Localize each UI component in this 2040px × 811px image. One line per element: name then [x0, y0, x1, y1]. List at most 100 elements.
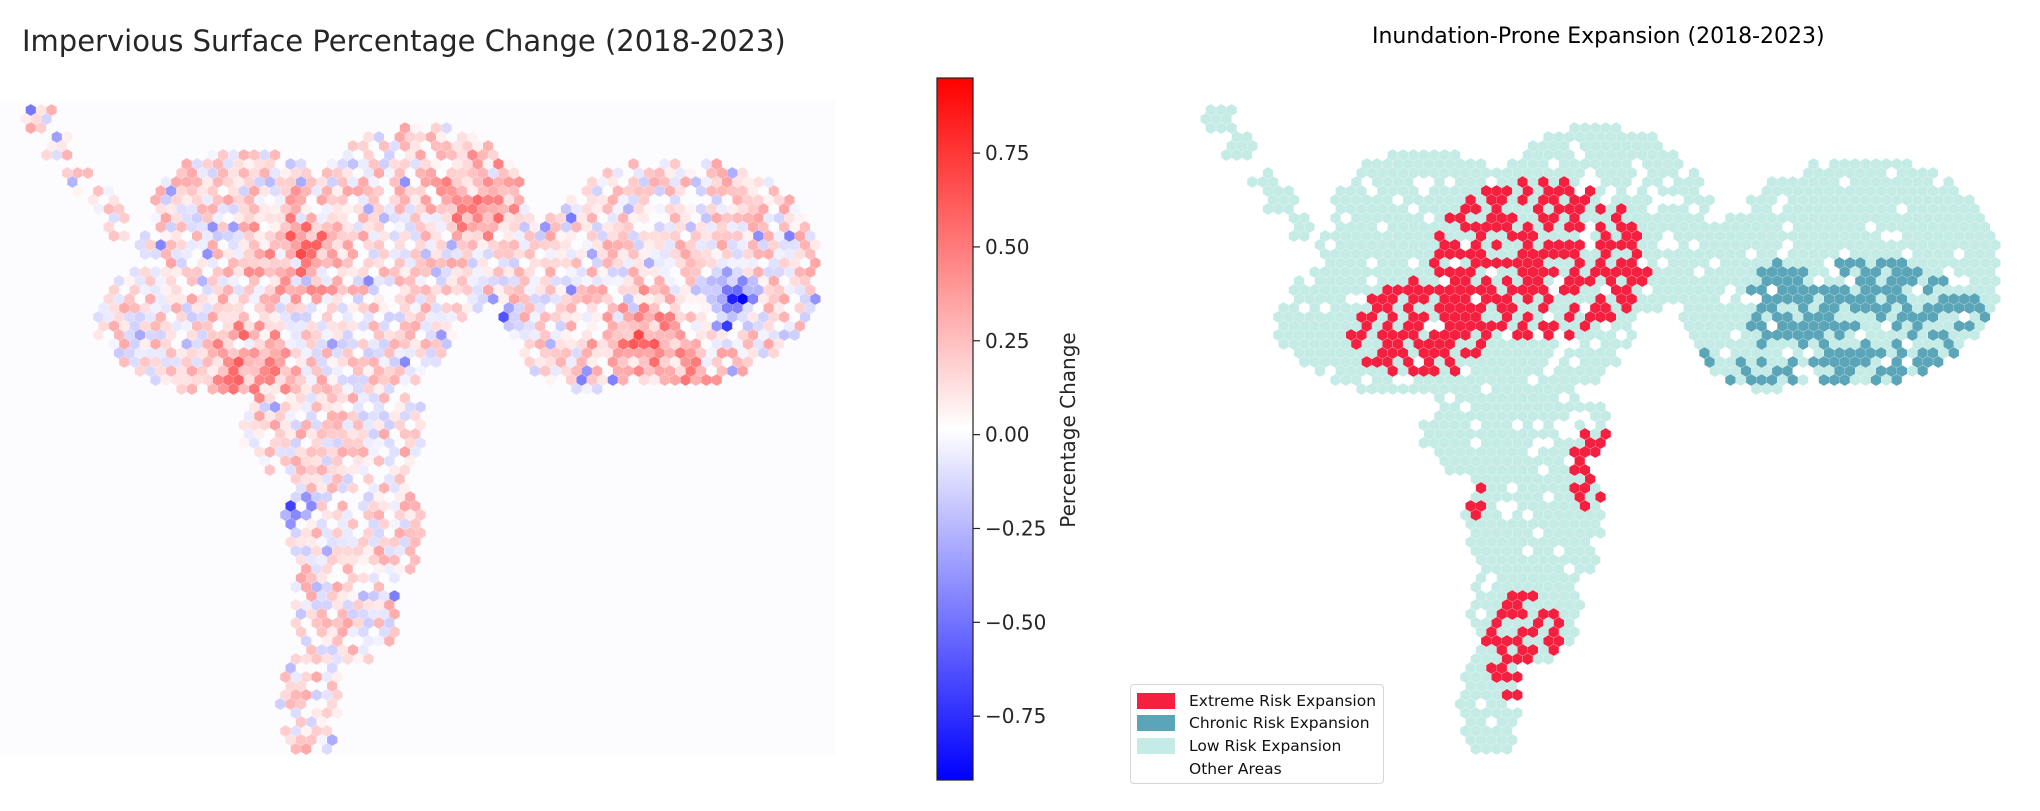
hex-cell — [1777, 374, 1788, 386]
hex-cell — [1839, 212, 1850, 224]
hex-cell — [1585, 509, 1596, 521]
hex-cell — [342, 167, 353, 179]
hex-cell — [316, 212, 327, 224]
hex-cell — [1387, 365, 1398, 377]
hex-cell — [1507, 392, 1518, 404]
hex-cell — [1611, 338, 1622, 350]
hex-cell — [1964, 266, 1975, 278]
hex-cell — [1538, 320, 1549, 332]
hex-cell — [1626, 167, 1637, 179]
hex-cell — [202, 158, 213, 170]
hex-cell — [1465, 662, 1476, 674]
hex-cell — [1865, 293, 1876, 305]
hex-cell — [467, 149, 478, 161]
hex-cell — [238, 185, 249, 197]
hex-cell — [399, 122, 410, 134]
hex-cell — [618, 194, 629, 206]
hex-cell — [207, 149, 218, 161]
hex-cell — [1766, 266, 1778, 278]
hex-cell — [1512, 401, 1523, 413]
hex-cell — [1579, 356, 1590, 368]
hex-cell — [1475, 176, 1487, 188]
hex-cell — [1351, 176, 1362, 188]
hex-cell — [1460, 347, 1471, 359]
hex-cell — [1969, 203, 1980, 215]
hex-cell — [1481, 617, 1492, 629]
hex-cell — [1475, 734, 1487, 746]
hex-cell — [1465, 446, 1476, 458]
hex-cell — [425, 167, 436, 179]
hex-cell — [1501, 437, 1513, 449]
hex-cell — [1559, 554, 1570, 566]
hex-cell — [1782, 329, 1793, 341]
hex-cell — [1533, 383, 1544, 395]
hex-cell — [436, 131, 447, 143]
hex-cell — [1444, 266, 1455, 278]
hex-cell — [1611, 194, 1622, 206]
hex-cell — [503, 194, 514, 206]
hex-cell — [1948, 257, 1959, 269]
hex-cell — [1491, 599, 1502, 611]
hex-cell — [1922, 194, 1933, 206]
hex-cell — [1465, 374, 1476, 386]
hex-cell — [228, 221, 239, 233]
hex-cell — [1855, 203, 1866, 215]
hex-cell — [1548, 212, 1559, 224]
hex-cell — [1335, 365, 1346, 377]
hex-cell — [1673, 248, 1684, 260]
hex-cell — [1465, 284, 1476, 296]
hex-cell — [1637, 185, 1648, 197]
hex-cell — [1475, 680, 1487, 692]
hex-cell — [779, 203, 790, 215]
hex-cell — [1460, 275, 1471, 287]
hex-cell — [1902, 176, 1913, 188]
hex-cell — [1631, 266, 1642, 278]
hex-cell — [457, 203, 468, 215]
hex-cell — [1860, 320, 1871, 332]
hex-cell — [1475, 284, 1487, 296]
hex-cell — [347, 176, 358, 188]
hex-cell — [1418, 239, 1429, 251]
hex-cell — [1491, 743, 1502, 755]
hex-cell — [1423, 248, 1435, 260]
hex-cell — [1465, 248, 1476, 260]
hex-cell — [1928, 275, 1939, 287]
hex-cell — [353, 185, 364, 197]
hex-cell — [1538, 536, 1549, 548]
hex-cell — [742, 194, 753, 206]
hex-cell — [1860, 374, 1871, 386]
hex-cell — [1688, 293, 1700, 305]
hex-cell — [1226, 104, 1237, 116]
hex-cell — [1595, 221, 1606, 233]
hex-cell — [1579, 140, 1590, 152]
hex-cell — [1491, 617, 1502, 629]
hex-cell — [1491, 311, 1502, 323]
hex-cell — [1533, 293, 1544, 305]
hex-cell — [1392, 230, 1403, 242]
hex-cell — [1574, 131, 1585, 143]
hex-cell — [1730, 293, 1741, 305]
hex-cell — [379, 140, 390, 152]
hex-cell — [1574, 365, 1585, 377]
hex-cell — [1746, 284, 1757, 296]
hex-cell — [1533, 149, 1544, 161]
hex-cell — [1372, 266, 1383, 278]
hex-cell — [1579, 536, 1590, 548]
hex-cell — [1974, 212, 1985, 224]
hex-cell — [680, 176, 691, 188]
hex-cell — [1465, 608, 1476, 620]
hex-cell — [1429, 437, 1440, 449]
hex-cell — [238, 149, 249, 161]
hex-cell — [1730, 221, 1741, 233]
hex-cell — [1876, 347, 1887, 359]
hex-cell — [1548, 176, 1559, 188]
hex-cell — [457, 185, 468, 197]
hex-cell — [1382, 284, 1393, 296]
hex-cell — [1533, 257, 1544, 269]
hex-cell — [446, 185, 457, 197]
hex-cell — [1725, 356, 1736, 368]
hex-cell — [166, 221, 177, 233]
hex-cell — [1746, 320, 1757, 332]
hex-cell — [1320, 230, 1331, 242]
hex-cell — [1496, 464, 1507, 476]
